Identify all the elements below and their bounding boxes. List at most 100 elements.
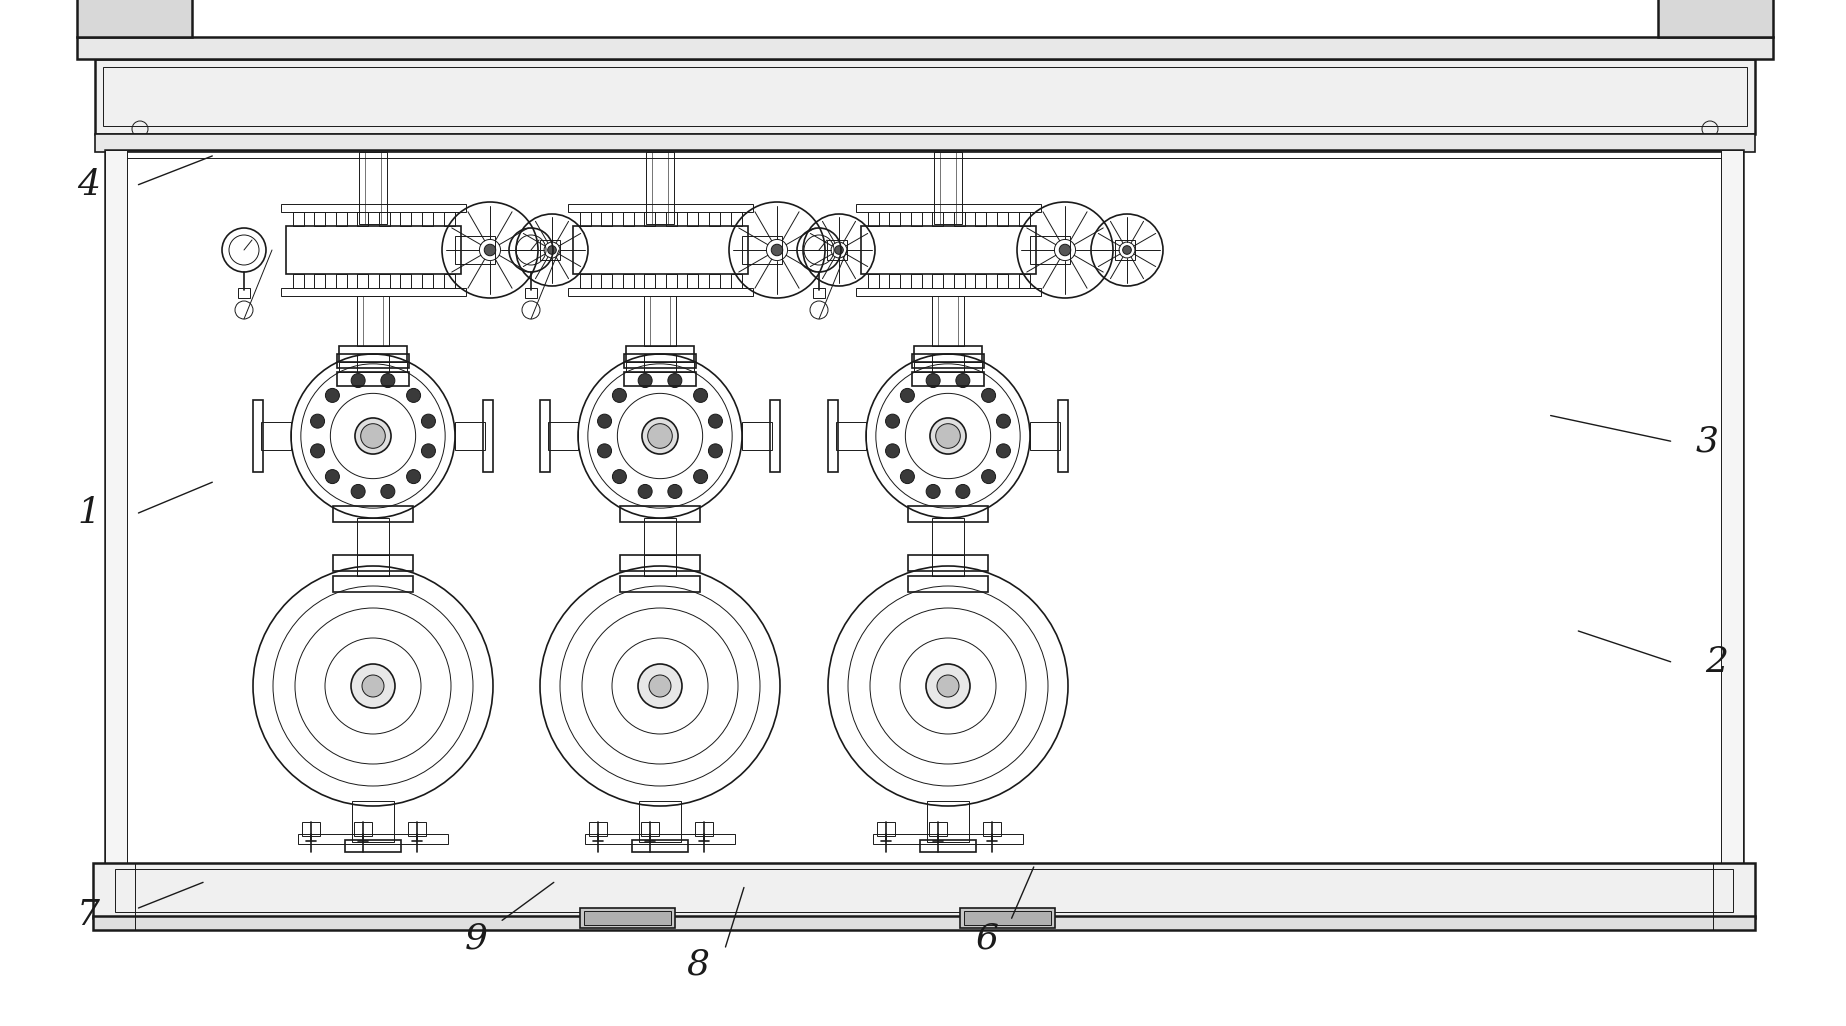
- Bar: [445, 274, 454, 288]
- Bar: [340, 362, 406, 372]
- Bar: [602, 274, 613, 288]
- Bar: [666, 212, 677, 226]
- Bar: [408, 822, 426, 836]
- Circle shape: [360, 424, 386, 448]
- Circle shape: [406, 389, 421, 402]
- Bar: [975, 212, 986, 226]
- Bar: [877, 822, 895, 836]
- Circle shape: [650, 675, 670, 697]
- Bar: [641, 822, 659, 836]
- Bar: [332, 506, 414, 522]
- Circle shape: [380, 484, 395, 499]
- Bar: [868, 212, 879, 226]
- Text: 2: 2: [1706, 644, 1728, 679]
- Circle shape: [351, 373, 366, 388]
- Bar: [984, 822, 1001, 836]
- Bar: [644, 518, 676, 576]
- Bar: [114, 869, 1733, 912]
- Bar: [253, 400, 262, 472]
- Bar: [827, 240, 847, 260]
- Bar: [624, 372, 696, 386]
- Bar: [639, 801, 681, 842]
- Circle shape: [956, 373, 969, 388]
- Bar: [960, 908, 1056, 928]
- Circle shape: [639, 484, 652, 499]
- Bar: [103, 67, 1746, 126]
- Bar: [954, 212, 965, 226]
- Bar: [454, 236, 495, 264]
- Text: 9: 9: [465, 921, 487, 956]
- Bar: [94, 134, 1756, 152]
- Circle shape: [598, 444, 611, 458]
- Bar: [890, 274, 901, 288]
- Bar: [378, 274, 390, 288]
- Bar: [336, 274, 347, 288]
- Bar: [620, 555, 700, 571]
- Bar: [94, 60, 1756, 134]
- Bar: [1019, 212, 1030, 226]
- Bar: [401, 212, 412, 226]
- Circle shape: [639, 373, 652, 388]
- Bar: [286, 226, 462, 274]
- Bar: [314, 274, 325, 288]
- Bar: [742, 422, 772, 450]
- Bar: [964, 911, 1050, 925]
- Bar: [932, 555, 964, 576]
- Bar: [687, 212, 698, 226]
- Bar: [997, 274, 1008, 288]
- Bar: [454, 422, 485, 450]
- Circle shape: [956, 484, 969, 499]
- Circle shape: [639, 664, 681, 708]
- Circle shape: [886, 444, 899, 458]
- Bar: [1058, 400, 1069, 472]
- Circle shape: [982, 470, 995, 483]
- Circle shape: [548, 245, 556, 254]
- Bar: [602, 212, 613, 226]
- Bar: [929, 822, 947, 836]
- Circle shape: [709, 444, 722, 458]
- Circle shape: [613, 389, 626, 402]
- Bar: [92, 863, 1756, 918]
- Bar: [912, 354, 984, 368]
- Circle shape: [613, 470, 626, 483]
- Bar: [113, 158, 1735, 870]
- Bar: [644, 274, 655, 288]
- Bar: [836, 422, 866, 450]
- Circle shape: [648, 424, 672, 448]
- Circle shape: [380, 373, 395, 388]
- Bar: [569, 288, 753, 295]
- Bar: [910, 212, 921, 226]
- Bar: [92, 916, 1756, 930]
- Bar: [919, 840, 977, 852]
- Circle shape: [354, 418, 391, 455]
- Bar: [860, 226, 1036, 274]
- Bar: [932, 518, 964, 576]
- Circle shape: [936, 424, 960, 448]
- Bar: [569, 204, 753, 212]
- Bar: [829, 400, 838, 472]
- Bar: [857, 288, 1041, 295]
- Bar: [541, 240, 559, 260]
- Circle shape: [982, 389, 995, 402]
- Bar: [589, 822, 607, 836]
- Circle shape: [325, 470, 340, 483]
- Bar: [932, 274, 943, 288]
- Bar: [105, 150, 127, 878]
- Bar: [585, 834, 735, 844]
- Circle shape: [310, 415, 325, 428]
- Bar: [812, 288, 825, 298]
- Text: 7: 7: [78, 898, 100, 933]
- Bar: [353, 801, 393, 842]
- Bar: [908, 555, 988, 571]
- Circle shape: [997, 415, 1010, 428]
- Circle shape: [901, 470, 914, 483]
- Bar: [644, 555, 676, 576]
- Bar: [932, 354, 964, 372]
- Bar: [356, 274, 367, 288]
- Bar: [580, 908, 676, 928]
- Bar: [666, 274, 677, 288]
- Bar: [857, 204, 1041, 212]
- Text: 6: 6: [977, 921, 999, 956]
- Bar: [954, 274, 965, 288]
- Bar: [709, 274, 720, 288]
